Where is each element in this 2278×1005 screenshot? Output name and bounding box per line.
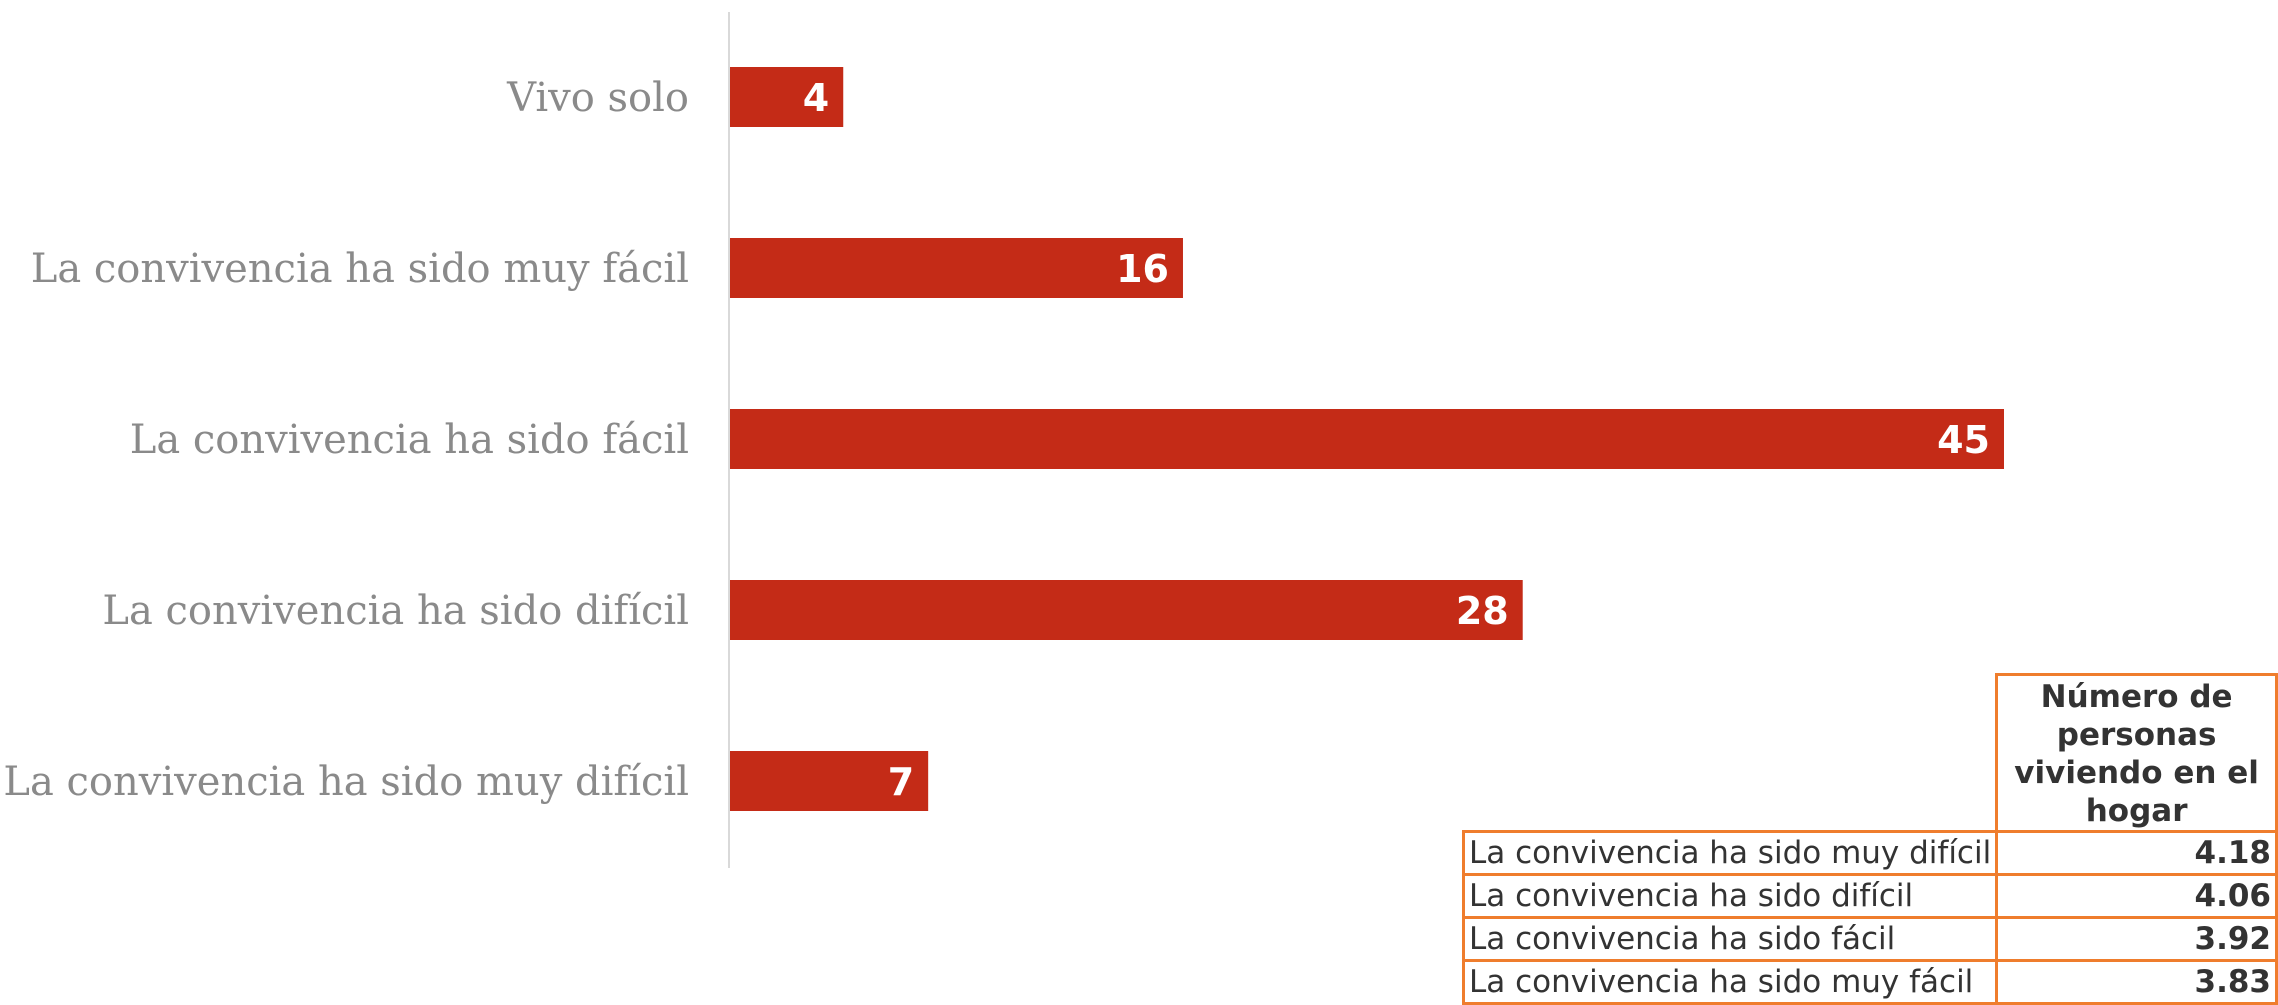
- table-row-label: La convivencia ha sido muy fácil: [1461, 959, 1999, 1005]
- bars-group: Vivo solo 4 La convivencia ha sido muy fác…: [3, 67, 2004, 811]
- table-corner-cell: [1463, 674, 1999, 832]
- table-row-value: 3.83: [1995, 959, 2278, 1005]
- bar-chart: Vivo solo 4 La convivencia ha sido muy fác…: [3, 12, 2004, 868]
- bar-value-label: 4: [803, 76, 829, 120]
- category-label: La convivencia ha sido difícil: [102, 588, 689, 634]
- category-label: La convivencia ha sido fácil: [130, 417, 689, 463]
- category-label: Vivo solo: [506, 75, 689, 121]
- table-row-value: 4.18: [1995, 830, 2278, 876]
- bar-value-label: 16: [1116, 247, 1169, 291]
- table-row-label: La convivencia ha sido fácil: [1461, 916, 1999, 962]
- bar-value-label: 7: [888, 760, 914, 804]
- bar-value-label: 45: [1937, 418, 1990, 462]
- table-row-value: 3.92: [1995, 916, 2278, 962]
- table-row: La convivencia ha sido difícil 4.06: [1461, 873, 2278, 919]
- table-column-header: Número de personas viviendo en el hogar: [1995, 673, 2278, 833]
- category-label: La convivencia ha sido muy fácil: [31, 246, 689, 292]
- bar: [730, 409, 2004, 469]
- bar: [730, 67, 844, 127]
- table-row-label: La convivencia ha sido difícil: [1461, 873, 1999, 919]
- table-row: La convivencia ha sido fácil 3.92: [1461, 916, 2278, 962]
- table-row: La convivencia ha sido muy difícil 4.18: [1461, 830, 2278, 876]
- table-row: La convivencia ha sido muy fácil 3.83: [1461, 959, 2278, 1005]
- table-header-row: Número de personas viviendo en el hogar: [1463, 673, 2278, 833]
- table-row-value: 4.06: [1995, 873, 2278, 919]
- bar: [730, 751, 929, 811]
- household-size-table: Número de personas viviendo en el hogar …: [1461, 673, 2278, 1005]
- category-label: La convivencia ha sido muy difícil: [3, 759, 689, 805]
- bar: [730, 238, 1183, 298]
- table-row-label: La convivencia ha sido muy difícil: [1461, 830, 1999, 876]
- bar: [730, 580, 1523, 640]
- bar-value-label: 28: [1456, 589, 1509, 633]
